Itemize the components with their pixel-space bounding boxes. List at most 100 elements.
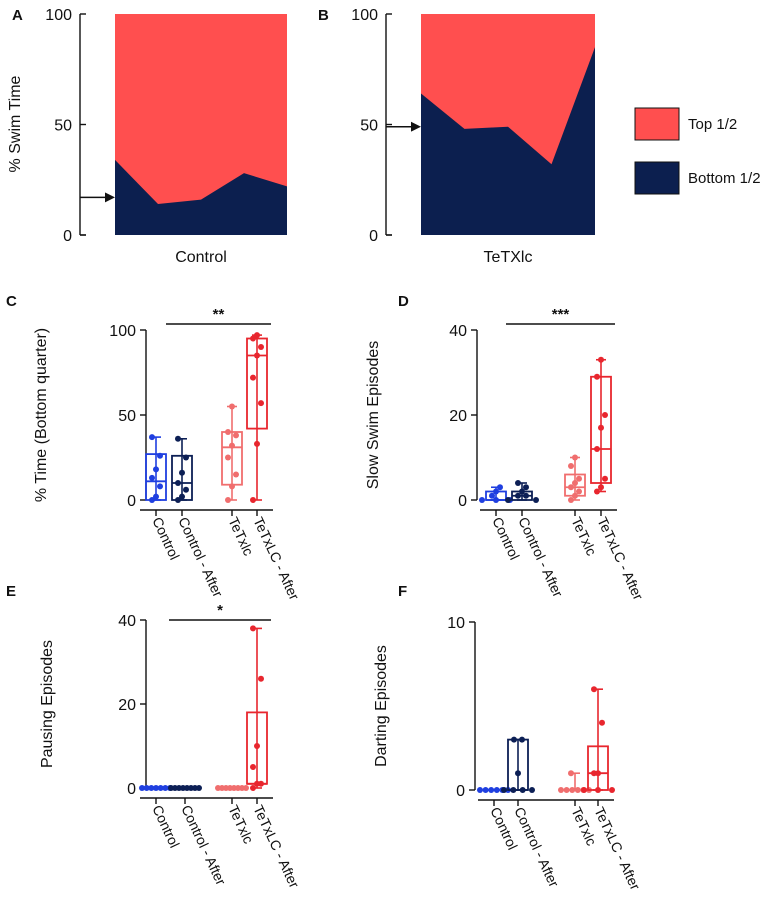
data-point: [229, 483, 235, 490]
data-point: [493, 497, 499, 503]
data-point: [148, 785, 155, 791]
x-tick-label: TeTxLC - After: [250, 803, 302, 891]
data-point: [183, 486, 189, 493]
data-point: [143, 785, 150, 791]
data-point: [225, 497, 231, 503]
y-tick-label: 100: [45, 7, 72, 24]
data-point: [569, 787, 576, 793]
data-point: [225, 454, 231, 461]
panel-letter: D: [398, 293, 409, 310]
y-axis-label: % Time (Bottom quarter): [33, 328, 50, 502]
significance-label: *: [217, 602, 223, 619]
data-point: [254, 332, 260, 339]
box-3: [246, 332, 268, 503]
y-tick-label: 0: [456, 783, 465, 800]
data-point: [482, 787, 489, 793]
data-point: [179, 469, 185, 476]
x-tick-label: Control - After: [511, 805, 562, 890]
data-point: [250, 764, 256, 770]
data-point: [574, 787, 581, 793]
data-point: [515, 492, 521, 499]
data-point: [179, 493, 185, 500]
data-point: [594, 446, 600, 452]
box-iqr: [145, 453, 167, 501]
box-1: [505, 480, 539, 503]
y-tick-label: 0: [369, 228, 378, 245]
y-tick-label: 50: [118, 408, 136, 425]
y-axis-label: Slow Swim Episodes: [365, 341, 382, 490]
data-point: [558, 787, 564, 793]
y-axis-label: % Swim Time: [7, 75, 24, 172]
y-tick-label: 40: [449, 323, 467, 340]
box-2: [564, 454, 586, 503]
data-point: [497, 484, 503, 491]
data-point: [602, 475, 608, 482]
data-point: [609, 787, 615, 793]
data-point: [501, 787, 507, 793]
x-tick-label: Control - After: [178, 803, 229, 888]
data-point: [254, 352, 260, 359]
area-bottom-half: [421, 47, 595, 236]
x-tick-label: TeTxLC - After: [594, 515, 646, 603]
data-point: [563, 787, 570, 793]
y-tick-label: 20: [449, 408, 467, 425]
data-point: [488, 787, 495, 793]
box-iqr: [171, 454, 193, 501]
y-tick-label: 100: [109, 323, 136, 340]
data-point: [591, 686, 597, 693]
data-point: [157, 452, 163, 459]
data-point: [576, 475, 582, 482]
data-point: [489, 492, 495, 499]
y-tick-label: 0: [63, 228, 72, 245]
data-point: [225, 429, 231, 435]
data-point: [523, 484, 529, 491]
data-point: [595, 770, 601, 777]
data-point: [157, 483, 163, 490]
data-point: [175, 435, 181, 442]
data-point: [250, 625, 256, 632]
box-iqr: [590, 375, 612, 484]
data-point: [599, 719, 605, 726]
data-point: [576, 488, 582, 495]
data-point: [162, 785, 169, 791]
x-tick-label: Control: [149, 803, 183, 851]
panel-letter: B: [318, 7, 329, 24]
x-axis-label: TeTXlc: [484, 249, 533, 266]
data-point: [602, 412, 608, 418]
x-tick-label: Control - After: [175, 515, 226, 600]
data-point: [515, 480, 521, 486]
data-point: [594, 488, 600, 495]
data-point: [479, 497, 485, 503]
data-point: [243, 785, 249, 791]
data-point: [233, 432, 239, 439]
significance-label: **: [213, 306, 225, 323]
data-point: [568, 463, 574, 469]
data-point: [157, 785, 164, 791]
data-point: [250, 374, 256, 381]
data-point: [175, 480, 181, 486]
box-0: [479, 484, 513, 503]
panel-letter: F: [398, 583, 407, 600]
box-1: [501, 736, 535, 793]
y-tick-label: 0: [458, 493, 467, 510]
y-tick-label: 40: [118, 613, 136, 630]
box-3: [581, 686, 615, 793]
box-0: [139, 785, 173, 791]
panel-b: B 0 50 100 TeTXlc: [318, 7, 595, 266]
data-point: [149, 497, 155, 503]
panel-letter: C: [6, 293, 17, 310]
significance-label: ***: [552, 306, 570, 323]
data-point: [519, 736, 525, 743]
data-point: [229, 442, 235, 449]
data-point: [153, 785, 159, 791]
data-point: [598, 356, 604, 363]
data-point: [572, 454, 578, 461]
data-point: [149, 474, 155, 481]
data-point: [510, 787, 517, 793]
x-tick-label: TeTxLC - After: [591, 805, 643, 893]
box-iqr: [246, 337, 268, 430]
